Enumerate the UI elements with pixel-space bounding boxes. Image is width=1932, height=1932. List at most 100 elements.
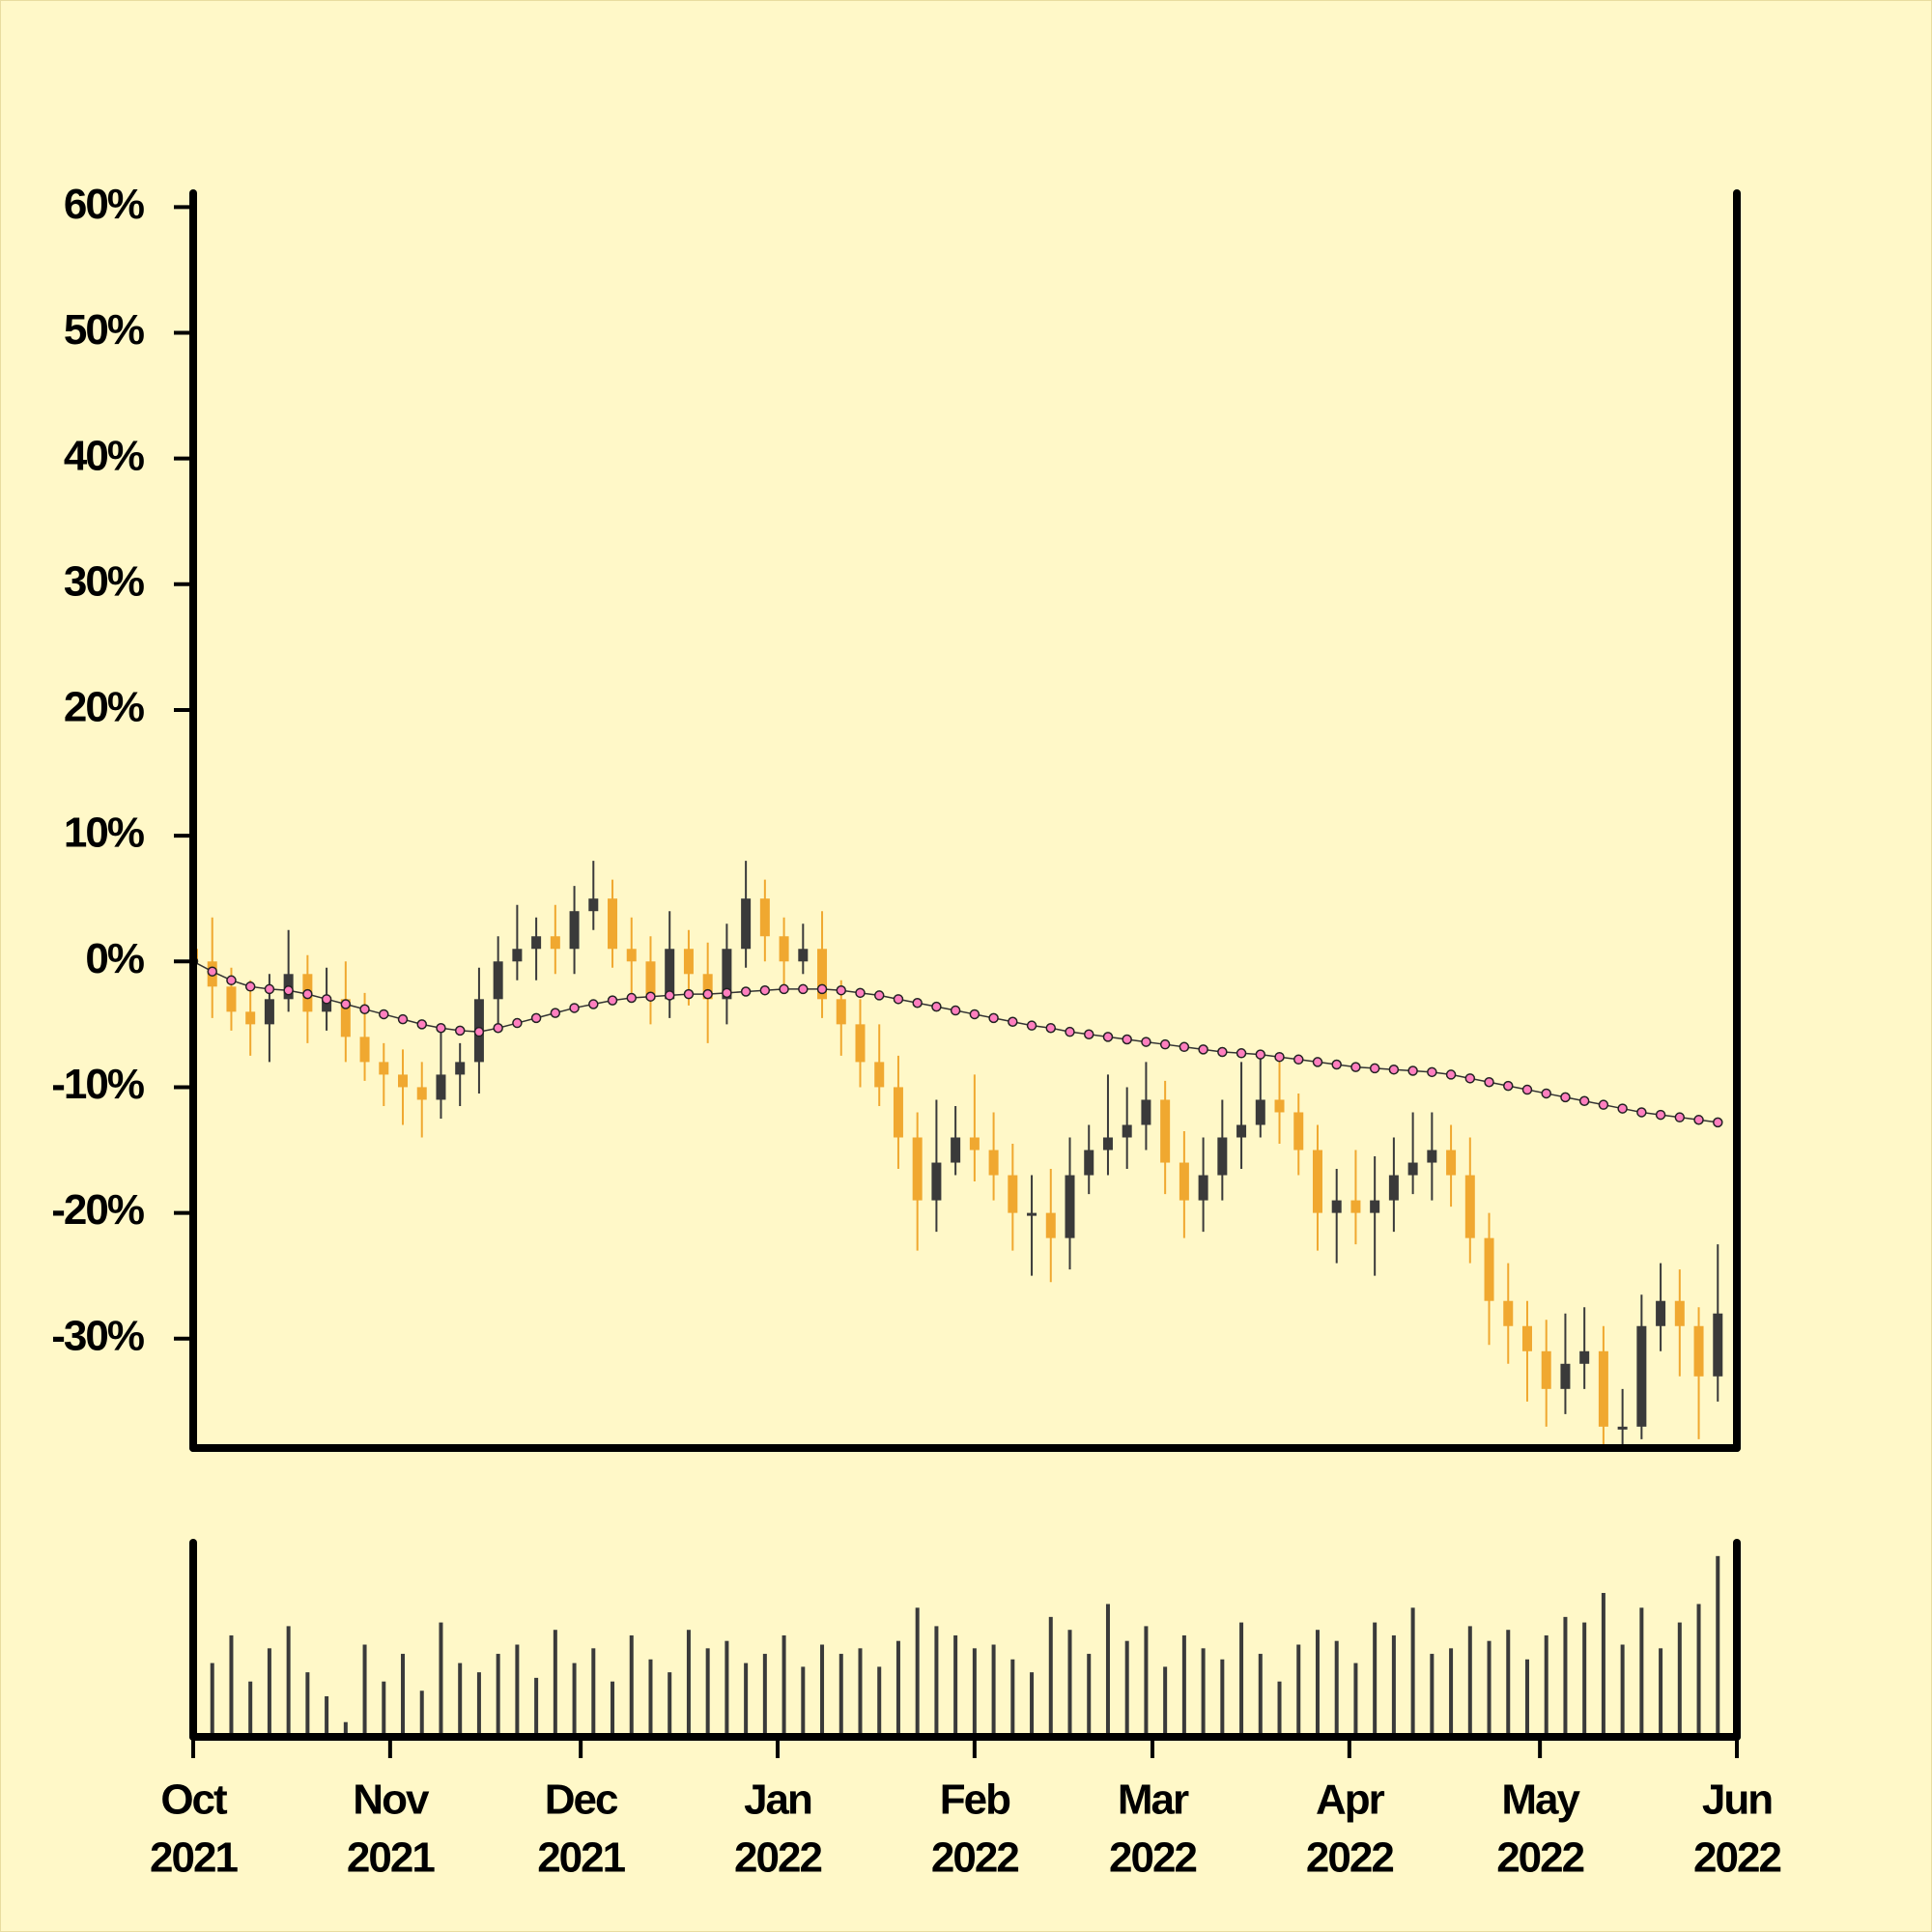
moving-average-point — [1369, 1063, 1380, 1074]
candle-body — [702, 974, 713, 1000]
volume-bar — [724, 1640, 729, 1737]
candle-body — [1674, 1300, 1685, 1326]
volume-bar — [343, 1721, 348, 1737]
candle-body — [1312, 1150, 1322, 1213]
candles — [193, 861, 1723, 1448]
volume-bar — [229, 1634, 234, 1737]
candle-body — [1141, 1099, 1151, 1125]
moving-average-point — [683, 988, 695, 1000]
moving-average-point — [855, 987, 866, 999]
volume-bar — [1601, 1593, 1605, 1737]
candle-body — [931, 1162, 942, 1201]
volume-bar — [591, 1648, 596, 1737]
volume-bar — [801, 1666, 806, 1737]
volume-bar — [496, 1654, 500, 1737]
y-tick-label: 60% — [64, 181, 144, 228]
volume-bar — [1334, 1640, 1339, 1737]
candle-body — [1293, 1112, 1304, 1151]
moving-average-point — [1217, 1046, 1228, 1058]
volume-bar — [1563, 1616, 1568, 1737]
x-tick-label: May — [1501, 1776, 1580, 1824]
moving-average-point — [931, 1001, 942, 1012]
moving-average-point — [473, 1026, 485, 1037]
volume-bar — [267, 1648, 271, 1737]
moving-average-point — [1274, 1051, 1285, 1063]
volume-bar — [934, 1626, 939, 1737]
moving-average-point — [1636, 1107, 1647, 1118]
moving-average-point — [1388, 1064, 1400, 1075]
moving-average-point — [1713, 1117, 1723, 1128]
volume-bar — [838, 1654, 843, 1737]
volume-bar — [895, 1640, 900, 1737]
candle-body — [874, 1062, 885, 1088]
candle-body — [665, 949, 675, 1000]
volume-bar — [629, 1634, 634, 1737]
volume-bar — [1048, 1616, 1053, 1737]
candle-body — [359, 1037, 370, 1063]
volume-bar — [1620, 1644, 1625, 1737]
candle-body — [416, 1087, 427, 1100]
moving-average-point — [607, 995, 618, 1006]
moving-average-point — [1350, 1062, 1361, 1072]
volume-bar — [401, 1654, 406, 1737]
moving-average-point — [244, 981, 256, 992]
candle-body — [1217, 1137, 1228, 1176]
moving-average-point — [226, 975, 237, 986]
y-tick-label: 0% — [85, 935, 143, 982]
moving-average-point — [988, 1012, 999, 1024]
moving-average-point — [512, 1017, 523, 1029]
x-tick-label: 2022 — [1693, 1834, 1780, 1882]
moving-average-point — [836, 984, 847, 996]
moving-average-point — [493, 1023, 503, 1034]
candle-body — [493, 961, 503, 1000]
candle-body — [855, 1024, 866, 1063]
volume-bar — [1506, 1630, 1511, 1737]
candle-body — [1102, 1137, 1113, 1151]
candle-body — [1464, 1175, 1475, 1238]
volume-bar — [1315, 1630, 1320, 1737]
volume-bar — [1201, 1648, 1206, 1737]
x-tick-label: Nov — [353, 1776, 430, 1824]
moving-average-point — [1407, 1065, 1418, 1076]
volume-bar — [1544, 1634, 1548, 1737]
candle-body — [1350, 1200, 1361, 1213]
x-tick-label: Apr — [1316, 1776, 1385, 1824]
candle-body — [1407, 1162, 1418, 1176]
volume-bar — [1430, 1654, 1435, 1737]
volume-bar — [1067, 1630, 1072, 1737]
volume-bar — [1144, 1626, 1149, 1737]
volume-bar — [1487, 1640, 1492, 1737]
candle-body — [779, 936, 789, 962]
moving-average-point — [379, 1009, 389, 1020]
moving-average-point — [1026, 1020, 1037, 1031]
volume-bar — [248, 1681, 253, 1737]
x-tick-label: Jan — [744, 1776, 811, 1824]
candle-body — [1484, 1237, 1494, 1301]
candle-body — [626, 949, 637, 962]
volume-bar — [1373, 1622, 1378, 1737]
moving-average-point — [397, 1013, 409, 1025]
moving-average-point — [1464, 1073, 1476, 1084]
moving-average-point — [626, 992, 638, 1004]
candle-body — [588, 898, 599, 912]
volume-bar — [972, 1648, 977, 1737]
moving-average-point — [1179, 1041, 1190, 1053]
moving-average-point — [1008, 1016, 1018, 1028]
candle-body — [1713, 1313, 1723, 1377]
volume-bar — [515, 1644, 520, 1737]
moving-average-point — [1102, 1032, 1114, 1042]
moving-average-point — [1578, 1095, 1590, 1107]
x-tick-label: 2021 — [347, 1834, 435, 1882]
moving-average-point — [1045, 1023, 1057, 1034]
volume-bar — [686, 1630, 691, 1737]
candle-body — [1122, 1124, 1132, 1138]
moving-average-point — [779, 983, 789, 995]
volume-bar — [553, 1630, 557, 1737]
y-tick-label: 50% — [64, 306, 144, 354]
candle-body — [264, 999, 274, 1025]
moving-average-point — [302, 988, 313, 1000]
volume-bar — [1410, 1607, 1415, 1737]
candle-body — [798, 949, 809, 962]
volume-bar — [1163, 1666, 1168, 1737]
